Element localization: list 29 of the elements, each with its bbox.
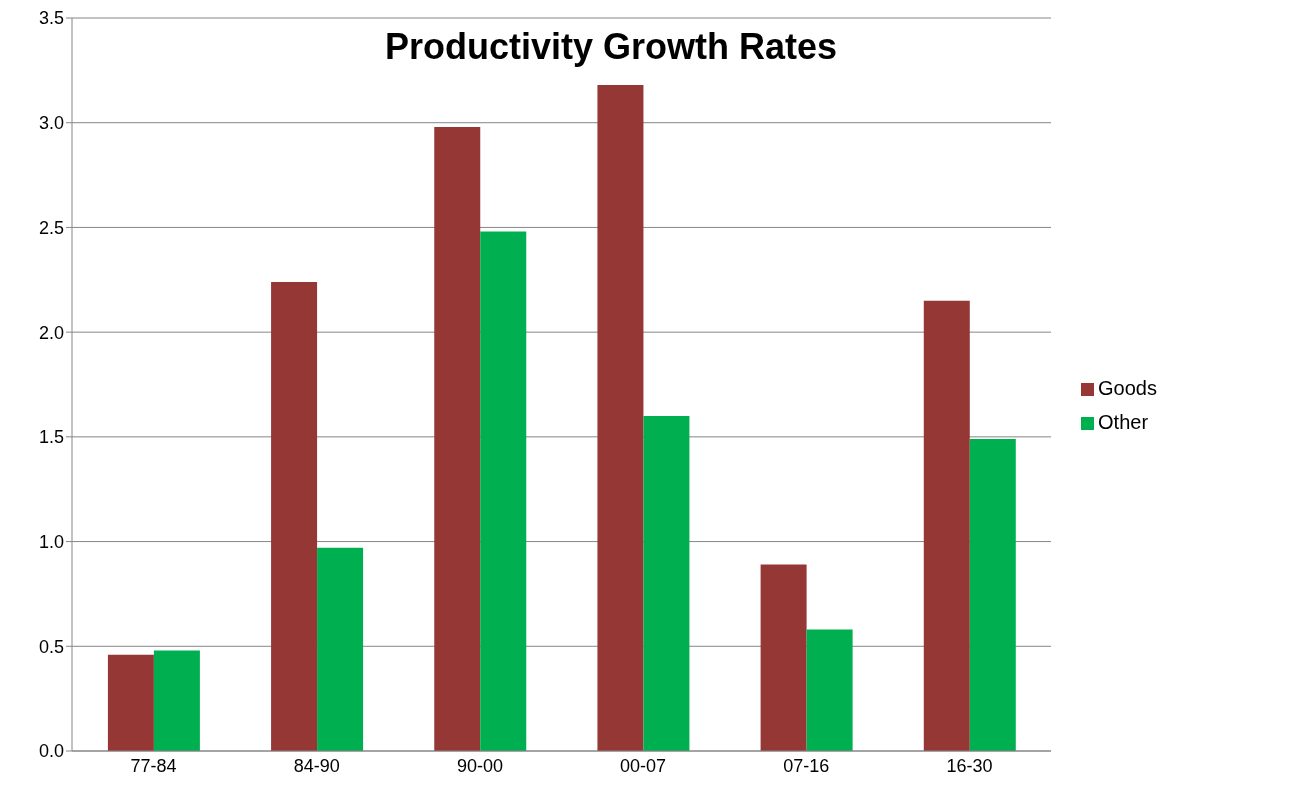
y-tick-label: 1.0	[38, 531, 64, 552]
bar	[480, 231, 527, 751]
bar	[923, 300, 970, 751]
chart-title: Productivity Growth Rates	[383, 26, 839, 68]
x-tick-label: 07-16	[783, 755, 830, 776]
bar	[597, 85, 644, 751]
bar	[643, 415, 690, 751]
bar	[271, 281, 318, 751]
y-tick-label: 3.0	[38, 113, 64, 134]
legend-label: Goods	[1098, 376, 1157, 399]
bar	[317, 547, 364, 751]
x-tick-label: 00-07	[620, 755, 667, 776]
y-tick-label: 0.0	[38, 741, 64, 762]
y-tick-label: 2.5	[38, 217, 64, 238]
bar	[107, 654, 154, 751]
bar	[760, 564, 807, 751]
y-tick-label: 3.5	[38, 8, 64, 29]
x-tick-label: 16-30	[946, 755, 993, 776]
x-tick-label: 90-00	[456, 755, 503, 776]
bar	[434, 126, 481, 751]
x-tick-label: 84-90	[293, 755, 340, 776]
bar	[969, 438, 1016, 751]
x-tick-label: 77-84	[130, 755, 177, 776]
y-tick-label: 0.5	[38, 636, 64, 657]
y-tick-label: 2.0	[38, 322, 64, 343]
y-tick-label: 1.5	[38, 427, 64, 448]
bar	[806, 629, 853, 751]
legend-label: Other	[1098, 410, 1149, 433]
bar	[153, 650, 200, 751]
